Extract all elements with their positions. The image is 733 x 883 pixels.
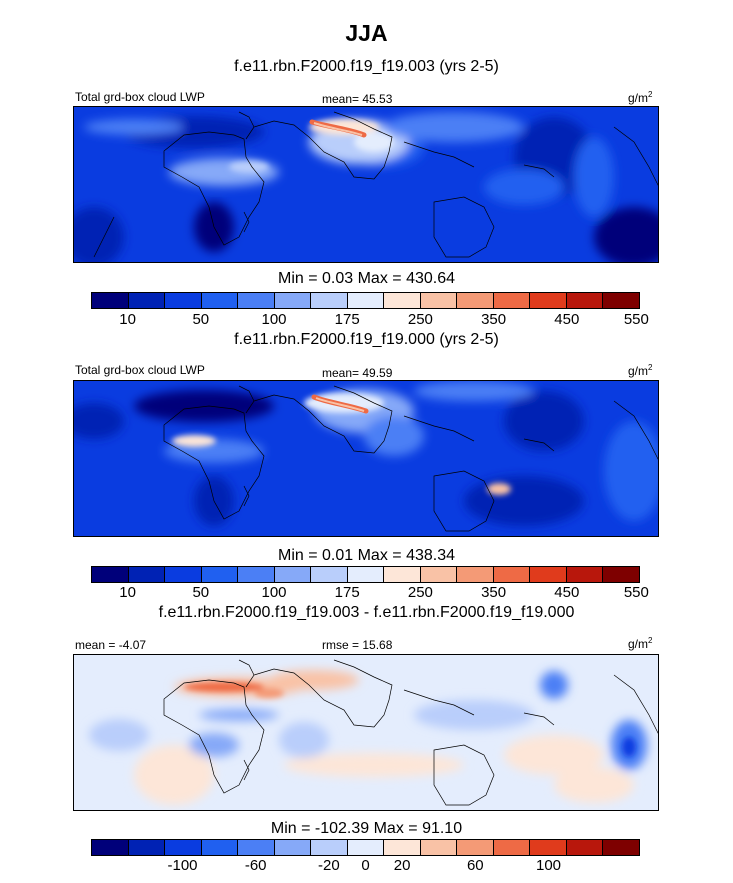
panel1-colorbar-tick-label: 175 [334, 311, 360, 328]
panel3-colorbar-tick-label: -100 [167, 857, 198, 874]
panel1-colorbar-segment [347, 293, 385, 308]
panel3-colorbar-segment [128, 840, 166, 855]
panel1-colorbar-segment [128, 293, 166, 308]
panel2-colorbar-tick-label: 250 [407, 584, 433, 601]
panel1-colorbar-segment [274, 293, 312, 308]
panel1-colorbar-tick-label: 450 [554, 311, 580, 328]
panel3-colorbar-segment [384, 840, 421, 855]
panel1-colorbar-tick-label: 10 [119, 311, 136, 328]
panel2-colorbar-segment [530, 567, 567, 582]
panel2-colorbar-tick-label: 50 [192, 584, 210, 601]
panel1-colorbar-tick-label: 50 [192, 311, 210, 328]
panel2-colorbar-segment [92, 567, 129, 582]
panel3-map [73, 654, 659, 811]
panel3-colorbar-segment [311, 840, 348, 855]
panel1-colorbar-tick-label: 250 [407, 311, 433, 328]
panel2-colorbar-segment [457, 567, 494, 582]
panel2-colorbar [91, 566, 640, 583]
panel3-colorbar-segment [274, 840, 312, 855]
panel3-colorbar-segment [493, 840, 531, 855]
panel3-colorbar-segment [530, 840, 567, 855]
panel2-colorbar-segment [420, 567, 458, 582]
panel2-title: f.e11.rbn.F2000.f19_f19.000 (yrs 2-5) [234, 331, 499, 348]
panel3-colorbar-tick-label: 20 [393, 857, 411, 874]
panel1-colorbar-segment [420, 293, 458, 308]
panel1-units: g/m2 [628, 90, 653, 105]
panel3-colorbar-segment [165, 840, 202, 855]
panel3-colorbar [91, 839, 640, 856]
panel2-colorbar-tick-label: 10 [119, 584, 136, 601]
panel1-variable-label: Total grd-box cloud LWP [75, 90, 205, 104]
panel3-colorbar-tick-label: -60 [244, 857, 267, 874]
panel3-colorbar-segment [238, 840, 275, 855]
panel2-map [73, 380, 659, 537]
panel3-mean-label: mean = -4.07 [75, 638, 147, 652]
panel3-colorbar-segment [420, 840, 458, 855]
panel3-stats: Min = -102.39 Max = 91.10 [270, 820, 463, 837]
panel2-colorbar-segment [165, 567, 202, 582]
panel1-colorbar-segment [457, 293, 494, 308]
panel1-colorbar-tick-label: 100 [261, 311, 287, 328]
panel3-colorbar-tick-label: -20 [318, 857, 340, 874]
panel2-mean-label: mean= 49.59 [322, 366, 393, 380]
panel1-map [73, 106, 659, 263]
panel2-colorbar-segment [603, 567, 639, 582]
panel3-rmse-label: rmse = 15.68 [322, 638, 393, 652]
panel1-colorbar-segment [493, 293, 531, 308]
panel2-colorbar-segment [238, 567, 275, 582]
panel2-colorbar-segment [566, 567, 604, 582]
panel2-colorbar-segment [493, 567, 531, 582]
panel1-colorbar-segment [201, 293, 239, 308]
panel1-mean-label: mean= 45.53 [322, 92, 393, 106]
panel2-colorbar-segment [347, 567, 385, 582]
panel2-colorbar-tick-label: 175 [334, 584, 360, 601]
panel1-colorbar-segment [384, 293, 421, 308]
panel1-colorbar [91, 292, 640, 309]
panel2-colorbar-tick-label: 450 [554, 584, 580, 601]
panel3-colorbar-tick-label: 0 [361, 857, 370, 874]
panel1-stats: Min = 0.03 Max = 430.64 [278, 270, 455, 287]
panel2-colorbar-segment [274, 567, 312, 582]
panel1-colorbar-segment [92, 293, 129, 308]
main-title: JJA [345, 20, 388, 46]
panel1-colorbar-tick-label: 350 [481, 311, 507, 328]
panel2-colorbar-tick-label: 550 [623, 584, 649, 601]
panel3-colorbar-tick-label: 100 [535, 857, 562, 874]
panel3-title: f.e11.rbn.F2000.f19_f19.003 - f.e11.rbn.… [158, 604, 575, 621]
panel3-colorbar-segment [347, 840, 385, 855]
panel1-colorbar-segment [566, 293, 604, 308]
panel1-colorbar-ticks: 10 50 100 175 250 350 450 550 [91, 311, 649, 329]
panel2-units: g/m2 [628, 363, 653, 378]
panel1-colorbar-tick-label: 550 [623, 311, 649, 328]
panel3-colorbar-segment [92, 840, 129, 855]
panel3-colorbar-segment [201, 840, 239, 855]
panel3-units: g/m2 [628, 636, 653, 651]
panel2-variable-label: Total grd-box cloud LWP [75, 363, 205, 377]
panel2-stats: Min = 0.01 Max = 438.34 [278, 547, 455, 564]
panel3-colorbar-ticks: -100 -60 -20 0 20 60 100 [91, 857, 640, 875]
panel2-colorbar-tick-label: 100 [261, 584, 287, 601]
panel2-colorbar-segment [201, 567, 239, 582]
panel1-colorbar-segment [530, 293, 567, 308]
panel3-colorbar-tick-label: 60 [466, 857, 484, 874]
panel2-colorbar-ticks: 10 50 100 175 250 350 450 550 [91, 584, 649, 602]
panel3-colorbar-segment [603, 840, 639, 855]
panel1-title: f.e11.rbn.F2000.f19_f19.003 (yrs 2-5) [234, 58, 499, 75]
panel2-colorbar-segment [384, 567, 421, 582]
panel1-colorbar-segment [311, 293, 348, 308]
panel1-colorbar-segment [603, 293, 639, 308]
panel2-colorbar-segment [128, 567, 166, 582]
panel2-colorbar-segment [311, 567, 348, 582]
panel1-colorbar-segment [165, 293, 202, 308]
panel1-colorbar-segment [238, 293, 275, 308]
panel3-colorbar-segment [457, 840, 494, 855]
panel3-colorbar-segment [566, 840, 604, 855]
panel2-colorbar-tick-label: 350 [481, 584, 507, 601]
